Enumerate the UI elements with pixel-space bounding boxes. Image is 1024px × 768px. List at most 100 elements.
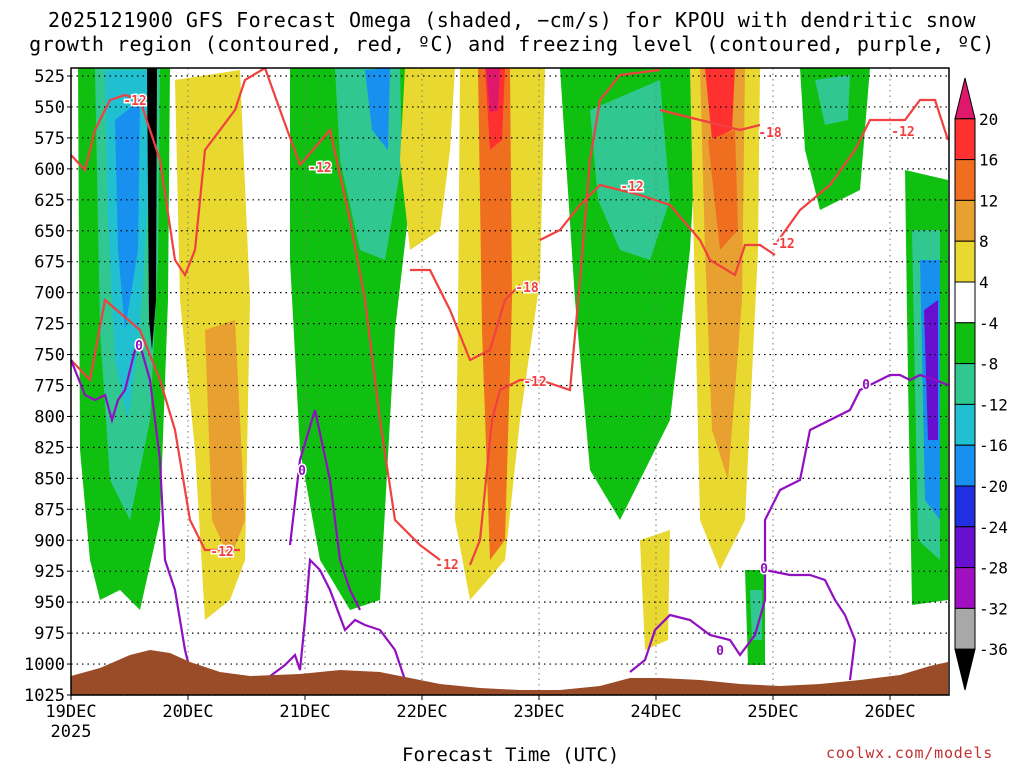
y-tick-label: 900: [34, 531, 65, 551]
red-contour-label: -12: [210, 545, 233, 560]
red-contour-label: -12: [435, 558, 458, 573]
y-tick-label: 800: [34, 407, 65, 427]
colorbar-label: -20: [979, 477, 1008, 496]
x-tick-year-label: 2025: [51, 722, 92, 742]
shade-teal-25dec: [815, 75, 850, 125]
red-contour-2: [70, 297, 240, 552]
shade-purple-26dec: [924, 300, 938, 440]
colorbar-top-arrow: [954, 77, 976, 120]
purple-contour-2: [264, 557, 407, 681]
purple-contours: [69, 342, 949, 681]
shade-yellow-21dec: [400, 68, 455, 250]
red-contour-label: -12: [891, 125, 914, 140]
colorbar-swatch: [954, 567, 976, 609]
purple-contour-5: [764, 568, 857, 681]
x-tick-label: 24DEC: [630, 702, 681, 722]
purple-contour-label: 0: [862, 378, 870, 393]
red-contour-label: -18: [515, 281, 539, 296]
y-tick-label: 650: [34, 222, 65, 242]
y-tick-label: 725: [34, 315, 65, 335]
colorbar-bottom-arrow: [954, 648, 976, 691]
contour-labels: -12 -12 -12 -12 -12 -12 -12 -12 -18 -18 0 0 0 0 0: [122, 93, 916, 661]
red-contour-label: -12: [308, 161, 331, 176]
colorbar-swatch: [954, 485, 976, 528]
shade-orange-22dec: [478, 68, 512, 560]
colorbar-swatch: [954, 159, 976, 201]
colorbar: 20 16 12 8 4 -4 -8 -12 -16 -20 -24 -28 -32 -36: [954, 77, 1008, 691]
shade-green-25dec: [800, 68, 870, 210]
x-tick-label: 25DEC: [747, 702, 798, 722]
colorbar-swatch: [954, 363, 976, 405]
colorbar-label: -8: [979, 355, 998, 374]
x-tick-label: 20DEC: [162, 702, 213, 722]
y-tick-label: 925: [34, 562, 65, 582]
purple-contour-1: [69, 342, 192, 671]
colorbar-swatch: [954, 322, 976, 365]
purple-contour-label: 0: [760, 562, 768, 577]
colorbar-label: -12: [979, 395, 1008, 414]
red-contour-8: [774, 98, 950, 246]
y-tick-label: 675: [34, 253, 65, 273]
shade-orange2-24dec: [708, 130, 738, 250]
y-tick-label: 950: [34, 593, 65, 613]
red-contour-label: -12: [123, 94, 146, 109]
colorbar-label: -36: [979, 640, 1008, 659]
purple-contour-label: 0: [298, 464, 306, 479]
red-contour-1: [70, 67, 266, 278]
y-tick-label: 625: [34, 191, 65, 211]
colorbar-label: -4: [979, 314, 998, 333]
x-tick-label: 23DEC: [513, 702, 564, 722]
y-tick-label: 1025: [24, 686, 65, 706]
x-tick-label: 21DEC: [279, 702, 330, 722]
purple-contour-label: 0: [716, 644, 724, 659]
shade-magenta-22dec: [486, 68, 500, 112]
shade-blue-19dec: [115, 100, 140, 330]
colorbar-swatch: [954, 281, 976, 324]
purple-contour-label: 0: [135, 339, 143, 354]
red-contour-label: -12: [771, 237, 794, 252]
colorbar-swatch: [954, 607, 976, 650]
chart-title-line-2: growth region (contoured, red, ºC) and f…: [29, 32, 995, 56]
y-tick-label: 575: [34, 129, 65, 149]
plot-frame: [70, 67, 950, 696]
red-contour-7: [659, 108, 761, 132]
y-tick-label: 825: [34, 438, 65, 458]
y-tick-label: 975: [34, 624, 65, 644]
colorbar-swatch: [954, 240, 976, 283]
colorbar-label: 4: [979, 273, 989, 292]
colorbar-label: -16: [979, 436, 1008, 455]
shade-teal-23dec: [590, 80, 670, 260]
x-tick-label: 22DEC: [396, 702, 447, 722]
y-tick-label: 600: [34, 160, 65, 180]
y-tick-label: 875: [34, 500, 65, 520]
colorbar-swatch: [954, 403, 976, 446]
colorbar-label: 20: [979, 110, 998, 129]
omega-shading: [78, 68, 948, 665]
terrain: [71, 650, 948, 695]
colorbar-swatch: [954, 444, 976, 487]
colorbar-label: -24: [979, 518, 1008, 537]
colorbar-label: -32: [979, 599, 1008, 618]
red-contour-3: [263, 67, 441, 561]
shade-orange-20dec: [205, 320, 245, 560]
y-tick-label: 550: [34, 98, 65, 118]
x-axis-ticks: 19DEC 20DEC 21DEC 22DEC 23DEC 24DEC 25DEC 26DEC…: [45, 695, 916, 742]
purple-contour-4: [629, 373, 949, 673]
colorbar-label: 8: [979, 232, 989, 251]
y-tick-label: 700: [34, 284, 65, 304]
x-tick-label: 26DEC: [864, 702, 915, 722]
shade-yellow-24dec-low: [640, 530, 670, 650]
colorbar-label: -28: [979, 559, 1008, 578]
red-contour-label: -12: [523, 375, 546, 390]
shade-black-19dec: [147, 68, 157, 350]
y-tick-label: 525: [34, 67, 65, 87]
y-tick-label: 775: [34, 377, 65, 397]
grid-lines: [71, 68, 949, 696]
y-axis-ticks: 525 550 575 600 625 650 675 700 725 750 775 800 825 8…: [24, 67, 71, 706]
colorbar-swatch: [954, 526, 976, 569]
red-contours: [70, 67, 950, 566]
red-contour-label: -12: [620, 180, 643, 195]
x-axis-title: Forecast Time (UTC): [402, 744, 620, 766]
shade-blue-21dec: [365, 68, 390, 150]
colorbar-label: 12: [979, 191, 998, 210]
